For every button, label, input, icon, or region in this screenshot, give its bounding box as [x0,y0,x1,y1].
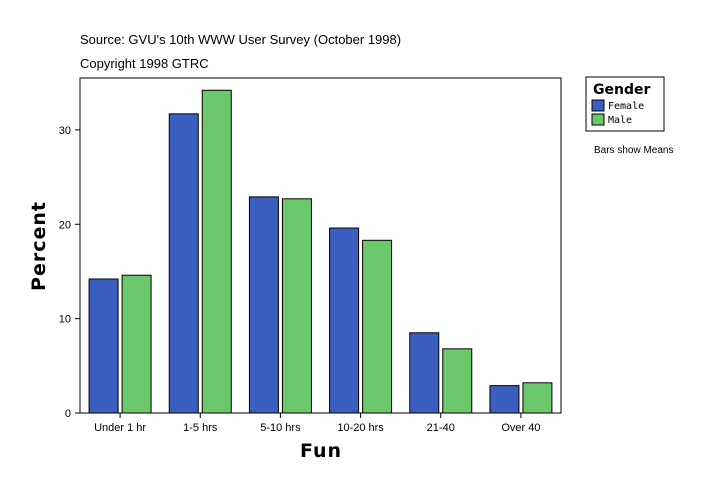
bar-female-1 [168,113,199,414]
legend: Gender Female Male [585,76,665,132]
x-tick-label: 21-40 [427,422,455,434]
y-axis-title: Percent [28,201,50,291]
legend-swatch-female [591,99,605,112]
x-tick-label: Over 40 [501,422,540,434]
bar-male-3 [362,239,393,414]
y-tick-label: 20 [59,219,71,231]
y-tick-label: 0 [65,408,71,420]
x-tick-label: 10-20 hrs [337,422,384,434]
x-tick-label: 1-5 hrs [183,422,218,434]
bars [88,89,553,414]
y-tick-label: 30 [59,125,71,137]
source-note: Source: GVU's 10th WWW User Survey (Octo… [80,32,401,47]
bar-female-2 [248,196,279,414]
x-tick-label: 5-10 hrs [260,422,301,434]
bar-female-4 [409,332,440,414]
x-axis-title: Fun [300,440,342,462]
x-axis: Under 1 hr 1-5 hrs 5-10 hrs 10-20 hrs 21-40 O… [94,413,540,434]
legend-swatch-male [591,113,605,126]
bar-male-0 [121,274,152,414]
bar-male-2 [281,198,312,414]
bar-female-0 [88,278,119,414]
bar-male-4 [442,348,473,414]
bar-male-5 [522,382,553,414]
plot-area [79,77,562,414]
bar-female-3 [329,227,360,414]
y-tick-label: 10 [59,314,71,326]
bar-male-1 [201,89,232,414]
bar-female-5 [489,385,520,414]
legend-title: Gender [593,82,650,98]
copyright-note: Copyright 1998 GTRC [80,56,209,71]
bars-show-means-note: Bars show Means [594,145,673,156]
legend-label-female: Female [608,101,644,112]
x-tick-label: Under 1 hr [94,422,146,434]
y-axis: 0 10 20 30 [59,125,80,420]
legend-label-male: Male [608,115,632,126]
